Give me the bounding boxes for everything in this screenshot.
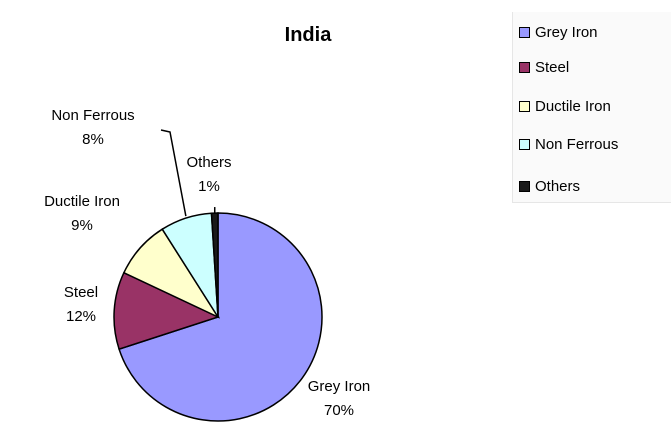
legend-swatch-others bbox=[519, 180, 530, 192]
legend-swatch-steel bbox=[519, 61, 530, 73]
slice-label-non-ferrous: Non Ferrous 8% bbox=[51, 107, 134, 148]
pie-slices bbox=[113, 212, 323, 422]
legend-item-grey-iron: Grey Iron bbox=[519, 23, 598, 41]
legend-swatch-non-ferrous bbox=[519, 138, 530, 150]
chart-title: India bbox=[285, 24, 333, 46]
legend-item-others: Others bbox=[519, 177, 580, 195]
legend-swatch-ductile-iron bbox=[519, 100, 530, 112]
slice-label-grey-iron: Grey Iron 70% bbox=[308, 378, 371, 419]
slice-label-steel: Steel 12% bbox=[64, 284, 98, 325]
slice-label-ductile-iron: Ductile Iron 9% bbox=[44, 193, 120, 234]
slice-label-others: Others 1% bbox=[186, 154, 231, 195]
leader-line-non-ferrous bbox=[160, 129, 187, 217]
pie-slice-grey-iron bbox=[118, 212, 323, 422]
legend-swatch-grey-iron bbox=[519, 26, 530, 38]
leader-lines bbox=[160, 129, 216, 217]
legend: Grey Iron Steel Ductile Iron Non Ferrous… bbox=[512, 12, 671, 203]
legend-label-steel: Steel bbox=[535, 58, 570, 76]
legend-label-ductile-iron: Ductile Iron bbox=[535, 97, 611, 115]
legend-label-non-ferrous: Non Ferrous bbox=[535, 135, 619, 153]
legend-item-non-ferrous: Non Ferrous bbox=[519, 135, 618, 153]
legend-label-grey-iron: Grey Iron bbox=[535, 23, 598, 41]
legend-item-steel: Steel bbox=[519, 58, 569, 76]
legend-label-others: Others bbox=[535, 177, 581, 195]
slice-labels: Grey Iron 70% Steel 12% Ductile Iron 9% Non Fe… bbox=[44, 107, 370, 419]
legend-item-ductile-iron: Ductile Iron bbox=[519, 97, 611, 115]
pie-slice-steel bbox=[113, 271, 221, 351]
